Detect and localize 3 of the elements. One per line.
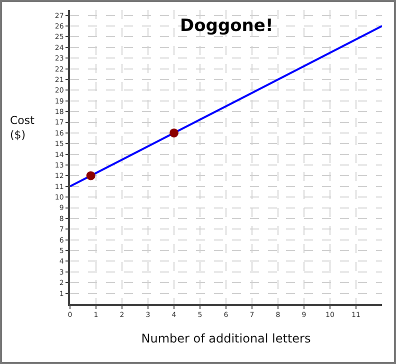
x-axis-title: Number of additional letters bbox=[141, 332, 311, 346]
chart-title: Doggone! bbox=[180, 16, 274, 36]
y-axis-title: Cost ($) bbox=[10, 114, 36, 142]
